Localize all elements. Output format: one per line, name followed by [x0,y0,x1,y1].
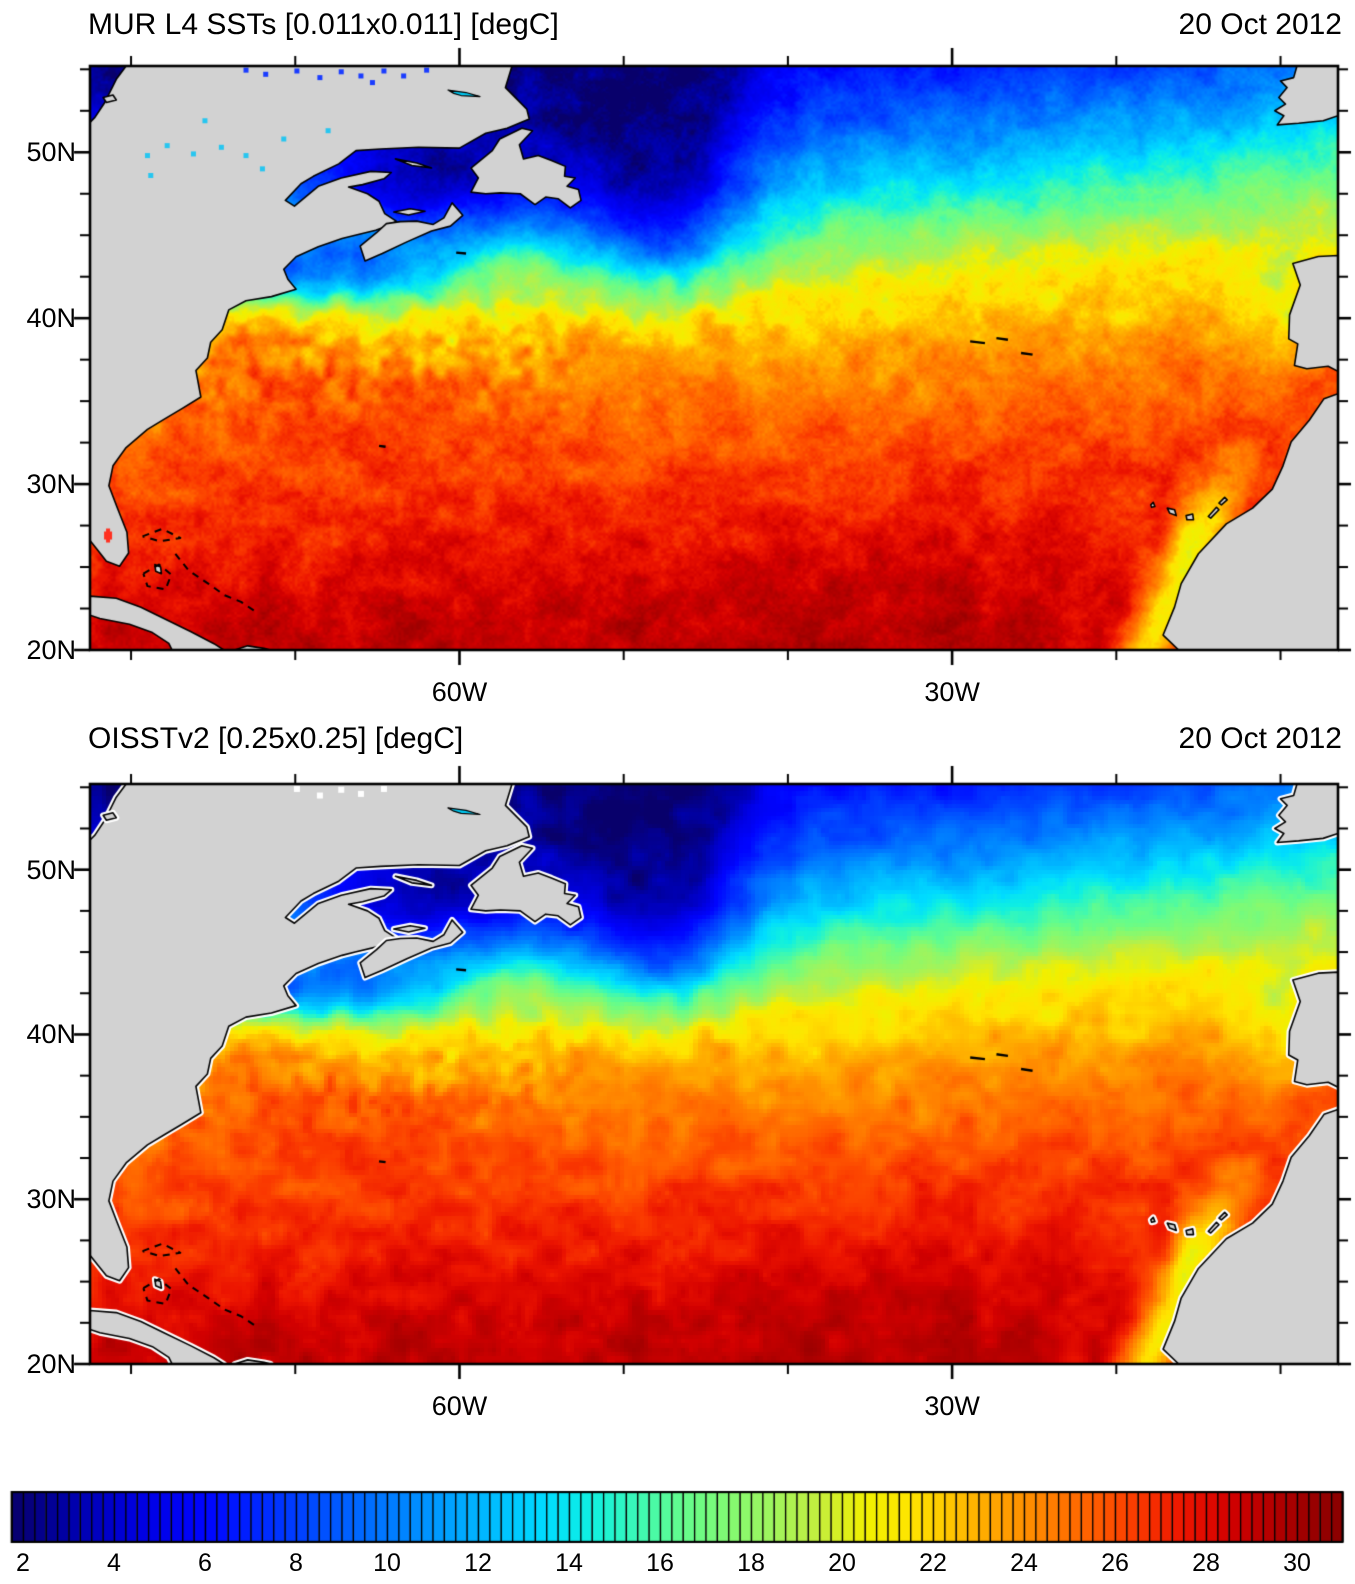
lat-tick-label: 20N [26,635,76,665]
colorbar-tick-label: 12 [464,1549,492,1577]
panel1-date: 20 Oct 2012 [1178,8,1342,41]
panel2-date: 20 Oct 2012 [1178,722,1342,755]
colorbar-tick-label: 8 [289,1549,303,1577]
panel1-title: MUR L4 SSTs [0.011x0.011] [degC] [88,8,559,41]
colorbar-tick-label: 4 [107,1549,121,1577]
oisst-sst-map [70,762,1355,1386]
lon-tick-label: 30W [924,677,980,707]
colorbar-tick-label: 20 [828,1549,856,1577]
lat-tick-label: 20N [26,1349,76,1379]
lat-tick-label: 40N [26,1019,76,1050]
colorbar-tick-label: 26 [1101,1549,1129,1577]
colorbar-tick-label: 30 [1283,1549,1311,1577]
lat-tick-label: 30N [26,469,76,500]
colorbar-tick-label: 6 [198,1549,212,1577]
colorbar-tick-label: 24 [1010,1549,1038,1577]
lat-tick-label: 50N [26,854,76,885]
colorbar-tick-label: 22 [919,1549,947,1577]
colorbar-tick-label: 10 [373,1549,401,1577]
lon-tick-label: 60W [431,677,488,707]
colorbar-tick-label: 16 [646,1549,674,1577]
colorbar-tick-label: 28 [1192,1549,1220,1577]
lat-tick-label: 40N [26,303,76,334]
colorbar-tick-label: 2 [16,1549,30,1577]
temperature-colorbar [0,1486,1355,1548]
lon-tick-label: 30W [924,1391,980,1421]
lat-tick-label: 50N [26,137,76,168]
colorbar-tick-label: 18 [737,1549,765,1577]
lon-tick-label: 60W [431,1391,488,1421]
lat-tick-label: 30N [26,1184,76,1215]
colorbar-tick-label: 14 [555,1549,583,1577]
mur-sst-map [70,44,1355,670]
panel2-title: OISSTv2 [0.25x0.25] [degC] [88,722,464,755]
